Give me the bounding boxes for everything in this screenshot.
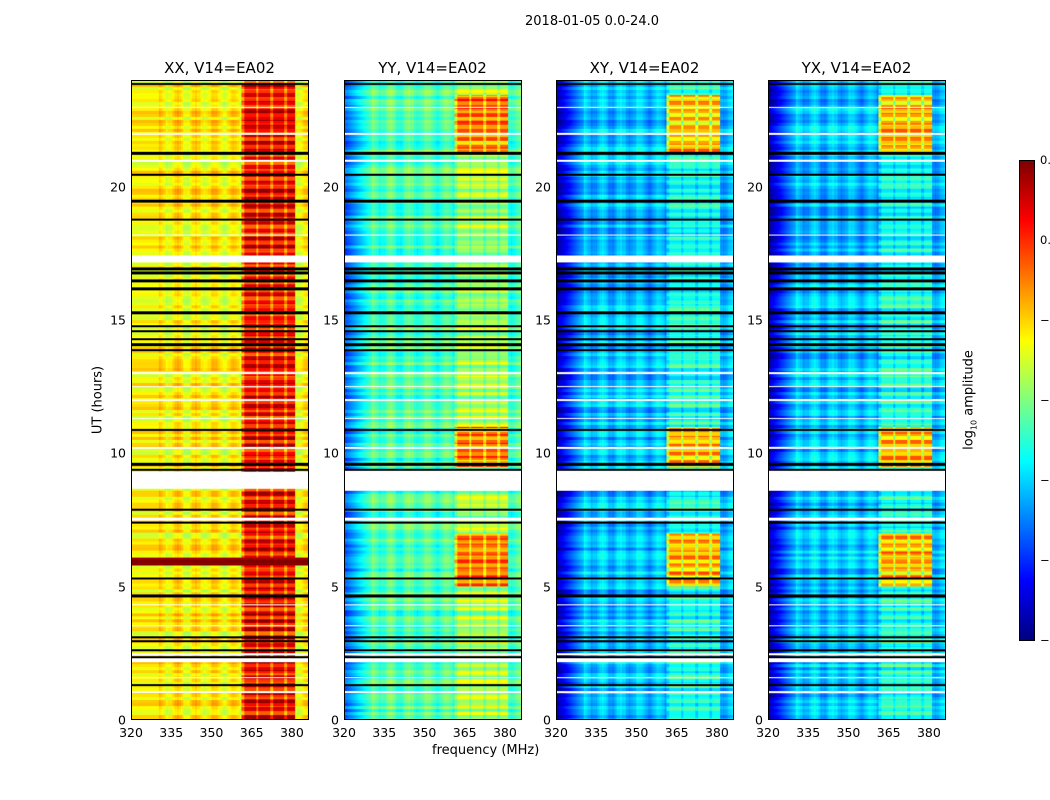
x-tick-label: 335 bbox=[372, 725, 397, 740]
y-tick-label: 20 bbox=[747, 179, 763, 195]
y-tick-label: 15 bbox=[110, 312, 126, 328]
y-tick-label: 20 bbox=[110, 179, 126, 195]
x-tick-label: 335 bbox=[796, 725, 821, 740]
y-tick-label: 15 bbox=[535, 312, 551, 328]
colorbar bbox=[1019, 160, 1035, 641]
x-axis-label: frequency (MHz) bbox=[432, 743, 540, 758]
panel-title: YY, V14=EA02 bbox=[378, 59, 487, 77]
x-tick-label: 350 bbox=[836, 725, 861, 740]
colorbar-tick-label: −1.5 bbox=[1040, 473, 1050, 487]
panel-title: XY, V14=EA02 bbox=[589, 59, 700, 77]
y-tick-label: 10 bbox=[110, 445, 126, 461]
x-tick-label: 320 bbox=[756, 725, 780, 740]
x-tick-label: 380 bbox=[492, 725, 517, 740]
y-tick-label: 5 bbox=[118, 579, 126, 595]
y-tick-label: 5 bbox=[543, 579, 551, 595]
colorbar-label: log10 amplitude bbox=[961, 350, 979, 450]
x-tick-label: 320 bbox=[544, 725, 568, 740]
x-tick-label: 320 bbox=[119, 725, 143, 740]
x-tick-label: 380 bbox=[916, 725, 941, 740]
y-tick-label: 0 bbox=[331, 712, 339, 728]
colorbar-tick-label: 0.5 bbox=[1040, 153, 1050, 167]
figure-title: 2018-01-05 0.0-24.0 bbox=[525, 14, 659, 29]
panel-title: YX, V14=EA02 bbox=[801, 59, 912, 77]
y-tick-label: 0 bbox=[543, 712, 551, 728]
y-tick-label: 20 bbox=[323, 179, 339, 195]
y-tick-label: 10 bbox=[535, 445, 551, 461]
colorbar-tick-label: −1.0 bbox=[1040, 393, 1050, 407]
heatmap-image bbox=[132, 81, 308, 719]
heatmap-image bbox=[769, 81, 945, 719]
heatmap-panel-2 bbox=[556, 80, 734, 720]
colorbar-tick-label: −2.0 bbox=[1040, 553, 1050, 567]
x-tick-label: 380 bbox=[704, 725, 729, 740]
y-tick-label: 15 bbox=[747, 312, 763, 328]
x-tick-label: 350 bbox=[624, 725, 649, 740]
y-tick-label: 10 bbox=[747, 445, 763, 461]
x-tick-label: 365 bbox=[239, 725, 264, 740]
y-tick-label: 20 bbox=[535, 179, 551, 195]
heatmap-panel-3 bbox=[768, 80, 946, 720]
heatmap-image bbox=[345, 81, 521, 719]
y-tick-label: 0 bbox=[118, 712, 126, 728]
heatmap-image bbox=[557, 81, 733, 719]
y-tick-label: 5 bbox=[755, 579, 763, 595]
x-tick-label: 335 bbox=[584, 725, 609, 740]
x-tick-label: 380 bbox=[279, 725, 304, 740]
heatmap-panel-1 bbox=[344, 80, 522, 720]
y-tick-label: 15 bbox=[323, 312, 339, 328]
x-tick-label: 365 bbox=[664, 725, 689, 740]
y-tick-label: 5 bbox=[331, 579, 339, 595]
x-tick-label: 335 bbox=[159, 725, 184, 740]
colorbar-tick-label: −0.5 bbox=[1040, 313, 1050, 327]
x-tick-label: 365 bbox=[876, 725, 901, 740]
x-tick-label: 350 bbox=[412, 725, 437, 740]
y-tick-label: 0 bbox=[755, 712, 763, 728]
x-tick-label: 365 bbox=[452, 725, 477, 740]
heatmap-panel-0 bbox=[131, 80, 309, 720]
colorbar-tick-label: −2.5 bbox=[1040, 633, 1050, 647]
y-axis-label: UT (hours) bbox=[90, 365, 106, 435]
y-tick-label: 10 bbox=[323, 445, 339, 461]
panel-title: XX, V14=EA02 bbox=[164, 59, 275, 77]
x-tick-label: 320 bbox=[332, 725, 356, 740]
colorbar-tick-label: 0.0 bbox=[1040, 233, 1050, 247]
x-tick-label: 350 bbox=[199, 725, 224, 740]
